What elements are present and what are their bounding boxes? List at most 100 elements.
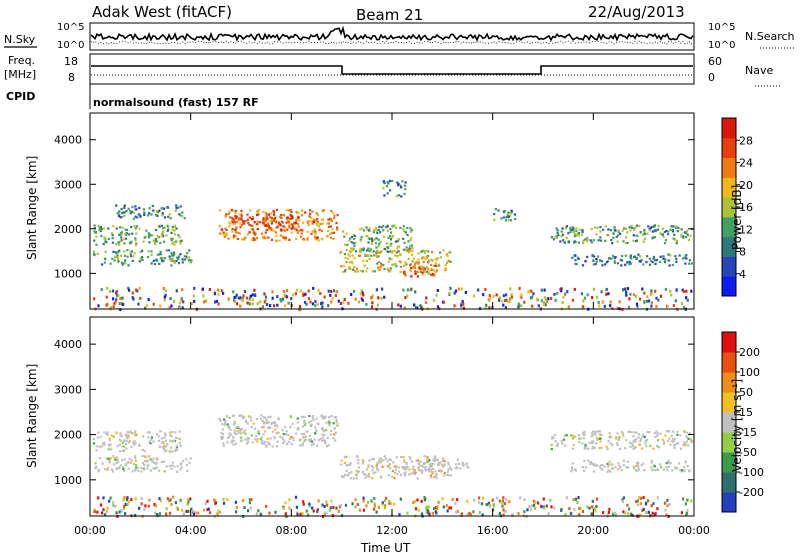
- colorbar-tick-label: 100: [739, 366, 760, 379]
- colorbar-tick-label: -100: [739, 466, 764, 479]
- velocity-ylabel: Slant Range [km]: [25, 364, 39, 468]
- echo-region: [92, 430, 182, 453]
- echo-region: [340, 455, 452, 480]
- colorbar-segment: [722, 372, 736, 393]
- velocity-panel: 1000 2000 3000 4000 00:00 04:00 08:00 12:00 16:…: [25, 316, 764, 554]
- freq-frame: [89, 53, 695, 85]
- echo-region: [93, 495, 693, 519]
- date-label: 22/Aug/2013: [588, 3, 685, 21]
- colorbar-segment: [722, 197, 736, 218]
- colorbar-segment: [722, 492, 736, 513]
- nsearch-label: N.Search: [745, 30, 795, 43]
- colorbar-tick-label: 50: [739, 386, 753, 399]
- freq-panel: Freq. [MHz] 18 8 60 0 Nave CPID normalso…: [4, 53, 780, 109]
- colorbar-tick-label: 28: [739, 134, 753, 147]
- power-scatter: [92, 179, 694, 312]
- y-tick-label: 3000: [54, 383, 82, 396]
- echo-region: [232, 213, 300, 231]
- beam-label: Beam 21: [356, 6, 423, 24]
- echo-region: [550, 224, 694, 245]
- power-ylabel: Slant Range [km]: [25, 156, 39, 260]
- echo-region: [92, 249, 193, 267]
- colorbar-segment: [722, 216, 736, 238]
- freq-label-line2: [MHz]: [4, 68, 36, 81]
- x-tick-label: 20:00: [577, 524, 609, 537]
- cpid-label: CPID: [6, 90, 35, 103]
- power-panel: 1000 2000 3000 4000 Slant Range [km] 4 8 12 16…: [25, 112, 753, 312]
- power-frame: [89, 112, 695, 310]
- colorbar-tick-label: 15: [739, 406, 753, 419]
- y-tick-label: 2000: [54, 223, 82, 236]
- power-cbar-label: Power [dB]: [730, 185, 744, 250]
- colorbar-tick-label: -200: [739, 486, 764, 499]
- echo-region: [550, 430, 694, 451]
- echo-region: [342, 224, 414, 254]
- colorbar-tick-label: 200: [739, 346, 760, 359]
- colorbar-tick-label: -50: [739, 446, 757, 459]
- echo-region: [93, 286, 693, 312]
- nsearch-tick-bottom: 10^0: [708, 40, 735, 51]
- y-tick-label: 3000: [54, 178, 82, 191]
- colorbar-tick-label: 16: [739, 201, 753, 214]
- x-tick-label: 16:00: [477, 524, 509, 537]
- nave-tick-bottom: 0: [708, 71, 715, 84]
- echo-region: [570, 459, 691, 473]
- colorbar-segment: [722, 332, 736, 353]
- echo-region: [339, 248, 452, 274]
- nave-label: Nave: [745, 64, 773, 77]
- colorbar-segment: [722, 392, 736, 413]
- echo-region: [402, 263, 439, 278]
- freq-trace: [91, 65, 693, 75]
- colorbar-segment: [722, 472, 736, 493]
- x-tick-label: 12:00: [376, 524, 408, 537]
- echo-region: [382, 179, 407, 198]
- freq-tick-bottom: 8: [68, 71, 75, 84]
- nsearch-trace: [90, 40, 694, 45]
- nsky-frame: [89, 22, 695, 51]
- echo-region: [493, 208, 517, 222]
- colorbar-tick-label: -15: [739, 426, 757, 439]
- x-tick-label: 00:00: [678, 524, 710, 537]
- nsky-tick-bottom: 10^0: [57, 40, 84, 51]
- velocity-scatter: [92, 414, 694, 519]
- colorbar-segment: [722, 157, 736, 178]
- nsearch-tick-top: 10^5: [708, 22, 735, 33]
- colorbar-segment: [722, 118, 736, 139]
- colorbar-segment: [722, 276, 736, 297]
- colorbar-segment: [722, 236, 736, 257]
- y-tick-label: 1000: [54, 267, 82, 280]
- echo-region: [94, 455, 192, 473]
- echo-region: [93, 224, 183, 247]
- colorbar-segment: [722, 256, 736, 277]
- colorbar-tick-label: 20: [739, 179, 753, 192]
- echo-region: [115, 204, 186, 220]
- x-tick-label: 04:00: [175, 524, 207, 537]
- nsky-panel: N.Sky 10^5 10^0 10^5 10^0 N.Search: [4, 22, 795, 51]
- y-tick-label: 4000: [54, 134, 82, 147]
- power-colorbar: 4 8 12 16 20 24 28: [721, 117, 753, 297]
- y-tick-label: 1000: [54, 474, 82, 487]
- velocity-frame: [89, 316, 695, 517]
- echo-region: [417, 458, 470, 473]
- echo-region: [571, 253, 693, 267]
- colorbar-segment: [722, 432, 736, 453]
- nsky-label: N.Sky: [4, 33, 36, 46]
- echo-region: [218, 414, 339, 448]
- colorbar-tick-label: 12: [739, 223, 753, 236]
- echo-region: [218, 208, 339, 242]
- colorbar-tick-label: 24: [739, 157, 753, 170]
- colorbar-segment: [722, 452, 736, 473]
- cpid-text: normalsound (fast) 157 RF: [93, 96, 259, 109]
- freq-tick-top: 18: [64, 55, 78, 68]
- x-axis-label: Time UT: [360, 541, 411, 554]
- colorbar-segment: [722, 137, 736, 159]
- nave-tick-top: 60: [708, 55, 722, 68]
- colorbar-tick-label: 4: [739, 268, 746, 281]
- colorbar-tick-label: 8: [739, 246, 746, 259]
- y-tick-label: 2000: [54, 429, 82, 442]
- colorbar-segment: [722, 412, 736, 433]
- velocity-cbar-label: Velocity [m s⁻¹]: [730, 379, 744, 472]
- colorbar-segment: [722, 352, 736, 373]
- nsky-tick-top: 10^5: [57, 22, 84, 33]
